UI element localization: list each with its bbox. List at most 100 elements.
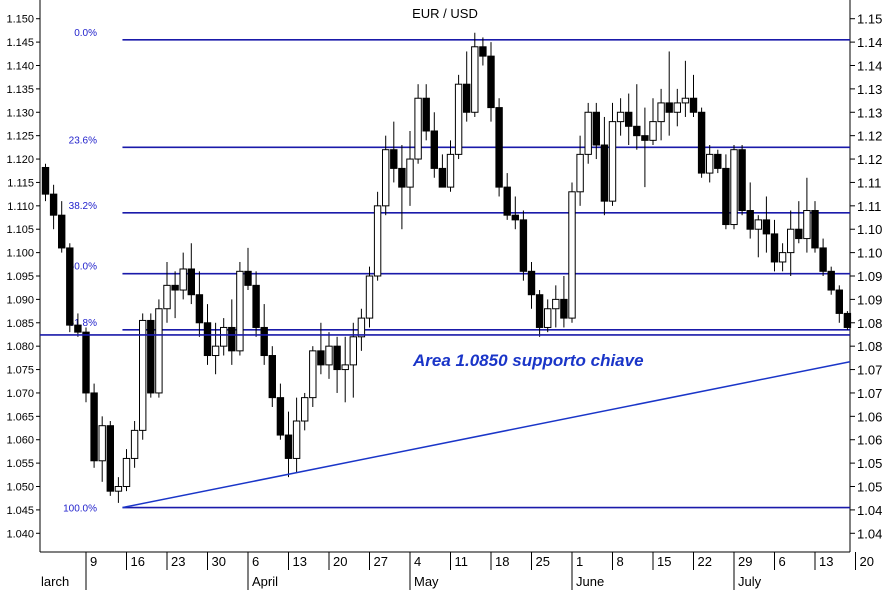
candle	[795, 201, 803, 244]
candle	[454, 74, 463, 160]
candle-body-down	[49, 193, 58, 216]
candle	[373, 191, 382, 281]
candle	[171, 271, 179, 319]
candle-body-down	[66, 247, 74, 326]
candle-body-down	[438, 167, 447, 188]
left-tick-label: 1.090	[6, 294, 34, 306]
candle-body-down	[511, 214, 519, 221]
candle	[82, 327, 90, 403]
candle-body-up	[365, 275, 374, 319]
candle-body-up	[98, 425, 106, 462]
candle-body-down	[827, 270, 835, 291]
candle	[778, 243, 787, 272]
candle	[414, 84, 422, 164]
candle-body-up	[292, 420, 301, 459]
candle	[357, 308, 366, 351]
candle	[382, 135, 390, 216]
candle-body-up	[584, 111, 592, 155]
candle	[811, 201, 819, 253]
right-tick-label: 1.05	[857, 456, 882, 471]
candle-body-up	[657, 102, 665, 123]
candle	[446, 140, 455, 192]
candle	[341, 336, 349, 403]
candle-body-up	[803, 210, 811, 240]
right-tick-label: 1.06	[857, 433, 882, 448]
right-tick-label: 1.06	[857, 409, 882, 424]
fib-level-label: 50.0%	[69, 262, 97, 273]
candle-body-up	[406, 158, 414, 188]
candle-body-down	[398, 167, 406, 188]
candle-body-up	[122, 457, 131, 488]
right-tick-label: 1.13	[857, 105, 882, 120]
candle	[787, 210, 795, 276]
candle-body-down	[171, 284, 179, 291]
candle	[130, 421, 139, 468]
candle-body-down	[746, 210, 754, 230]
x-tick-label: 20	[860, 554, 874, 569]
left-tick-label: 1.100	[6, 248, 34, 260]
left-tick-label: 1.110	[7, 201, 34, 213]
candle-body-down	[41, 166, 50, 195]
right-tick-label: 1.14	[857, 58, 882, 73]
fib-level-label: 23.6%	[69, 135, 97, 146]
candle	[738, 145, 746, 216]
left-tick-label: 1.140	[6, 60, 34, 72]
candle	[252, 271, 260, 337]
candle	[179, 252, 187, 300]
candle-body-down	[527, 270, 536, 296]
candle-body-down	[479, 46, 487, 57]
right-tick-label: 1.11	[857, 175, 881, 190]
candle-body-down	[284, 434, 293, 459]
fib-level-label-100: 100.0%	[63, 504, 97, 515]
candle	[90, 383, 98, 468]
candle-body-up	[568, 191, 576, 319]
candle-body-up	[544, 308, 552, 328]
candle	[495, 98, 503, 197]
left-tick-label: 1.125	[6, 131, 34, 143]
candle	[665, 51, 673, 136]
right-tick-label: 1.13	[857, 82, 882, 97]
right-tick-label: 1.08	[857, 316, 882, 331]
month-label: larch	[41, 574, 69, 589]
candle	[365, 266, 374, 328]
candle	[479, 37, 487, 66]
candle-body-up	[373, 205, 382, 277]
x-tick-label: 15	[657, 554, 671, 569]
fib-level-label: 61.8%	[69, 318, 97, 329]
candle	[689, 74, 698, 117]
month-label: April	[252, 574, 278, 589]
candle	[616, 98, 625, 136]
candle	[406, 130, 414, 206]
candle-body-up	[382, 149, 390, 207]
candle	[592, 102, 600, 160]
candle	[114, 477, 123, 503]
candle	[49, 184, 58, 230]
candle-body-up	[673, 102, 681, 113]
fib-level-label: 38.2%	[69, 201, 97, 212]
candle	[349, 322, 358, 398]
x-tick-label: 23	[171, 554, 185, 569]
x-tick-label: 16	[131, 554, 145, 569]
candle	[317, 322, 325, 375]
candle-body-down	[463, 83, 471, 113]
candle	[819, 238, 827, 276]
left-tick-label: 1.095	[6, 271, 34, 283]
candle-body-down	[738, 149, 746, 212]
left-tick-label: 1.055	[6, 458, 34, 470]
candle	[633, 84, 641, 150]
candle-body-down	[762, 219, 771, 235]
candle-body-up	[616, 111, 625, 123]
candle-body-up	[608, 121, 617, 202]
candle	[600, 116, 609, 216]
overlays	[40, 334, 851, 509]
x-tick-label: 25	[536, 554, 550, 569]
candle-body-down	[106, 425, 114, 492]
candle-body-up	[357, 317, 366, 338]
x-tick-label: 9	[90, 554, 97, 569]
candle	[268, 346, 277, 407]
left-tick-label: 1.070	[6, 388, 34, 400]
x-tick-label: 22	[698, 554, 712, 569]
right-tick-label: 1.11	[857, 199, 881, 214]
candle	[544, 299, 552, 333]
